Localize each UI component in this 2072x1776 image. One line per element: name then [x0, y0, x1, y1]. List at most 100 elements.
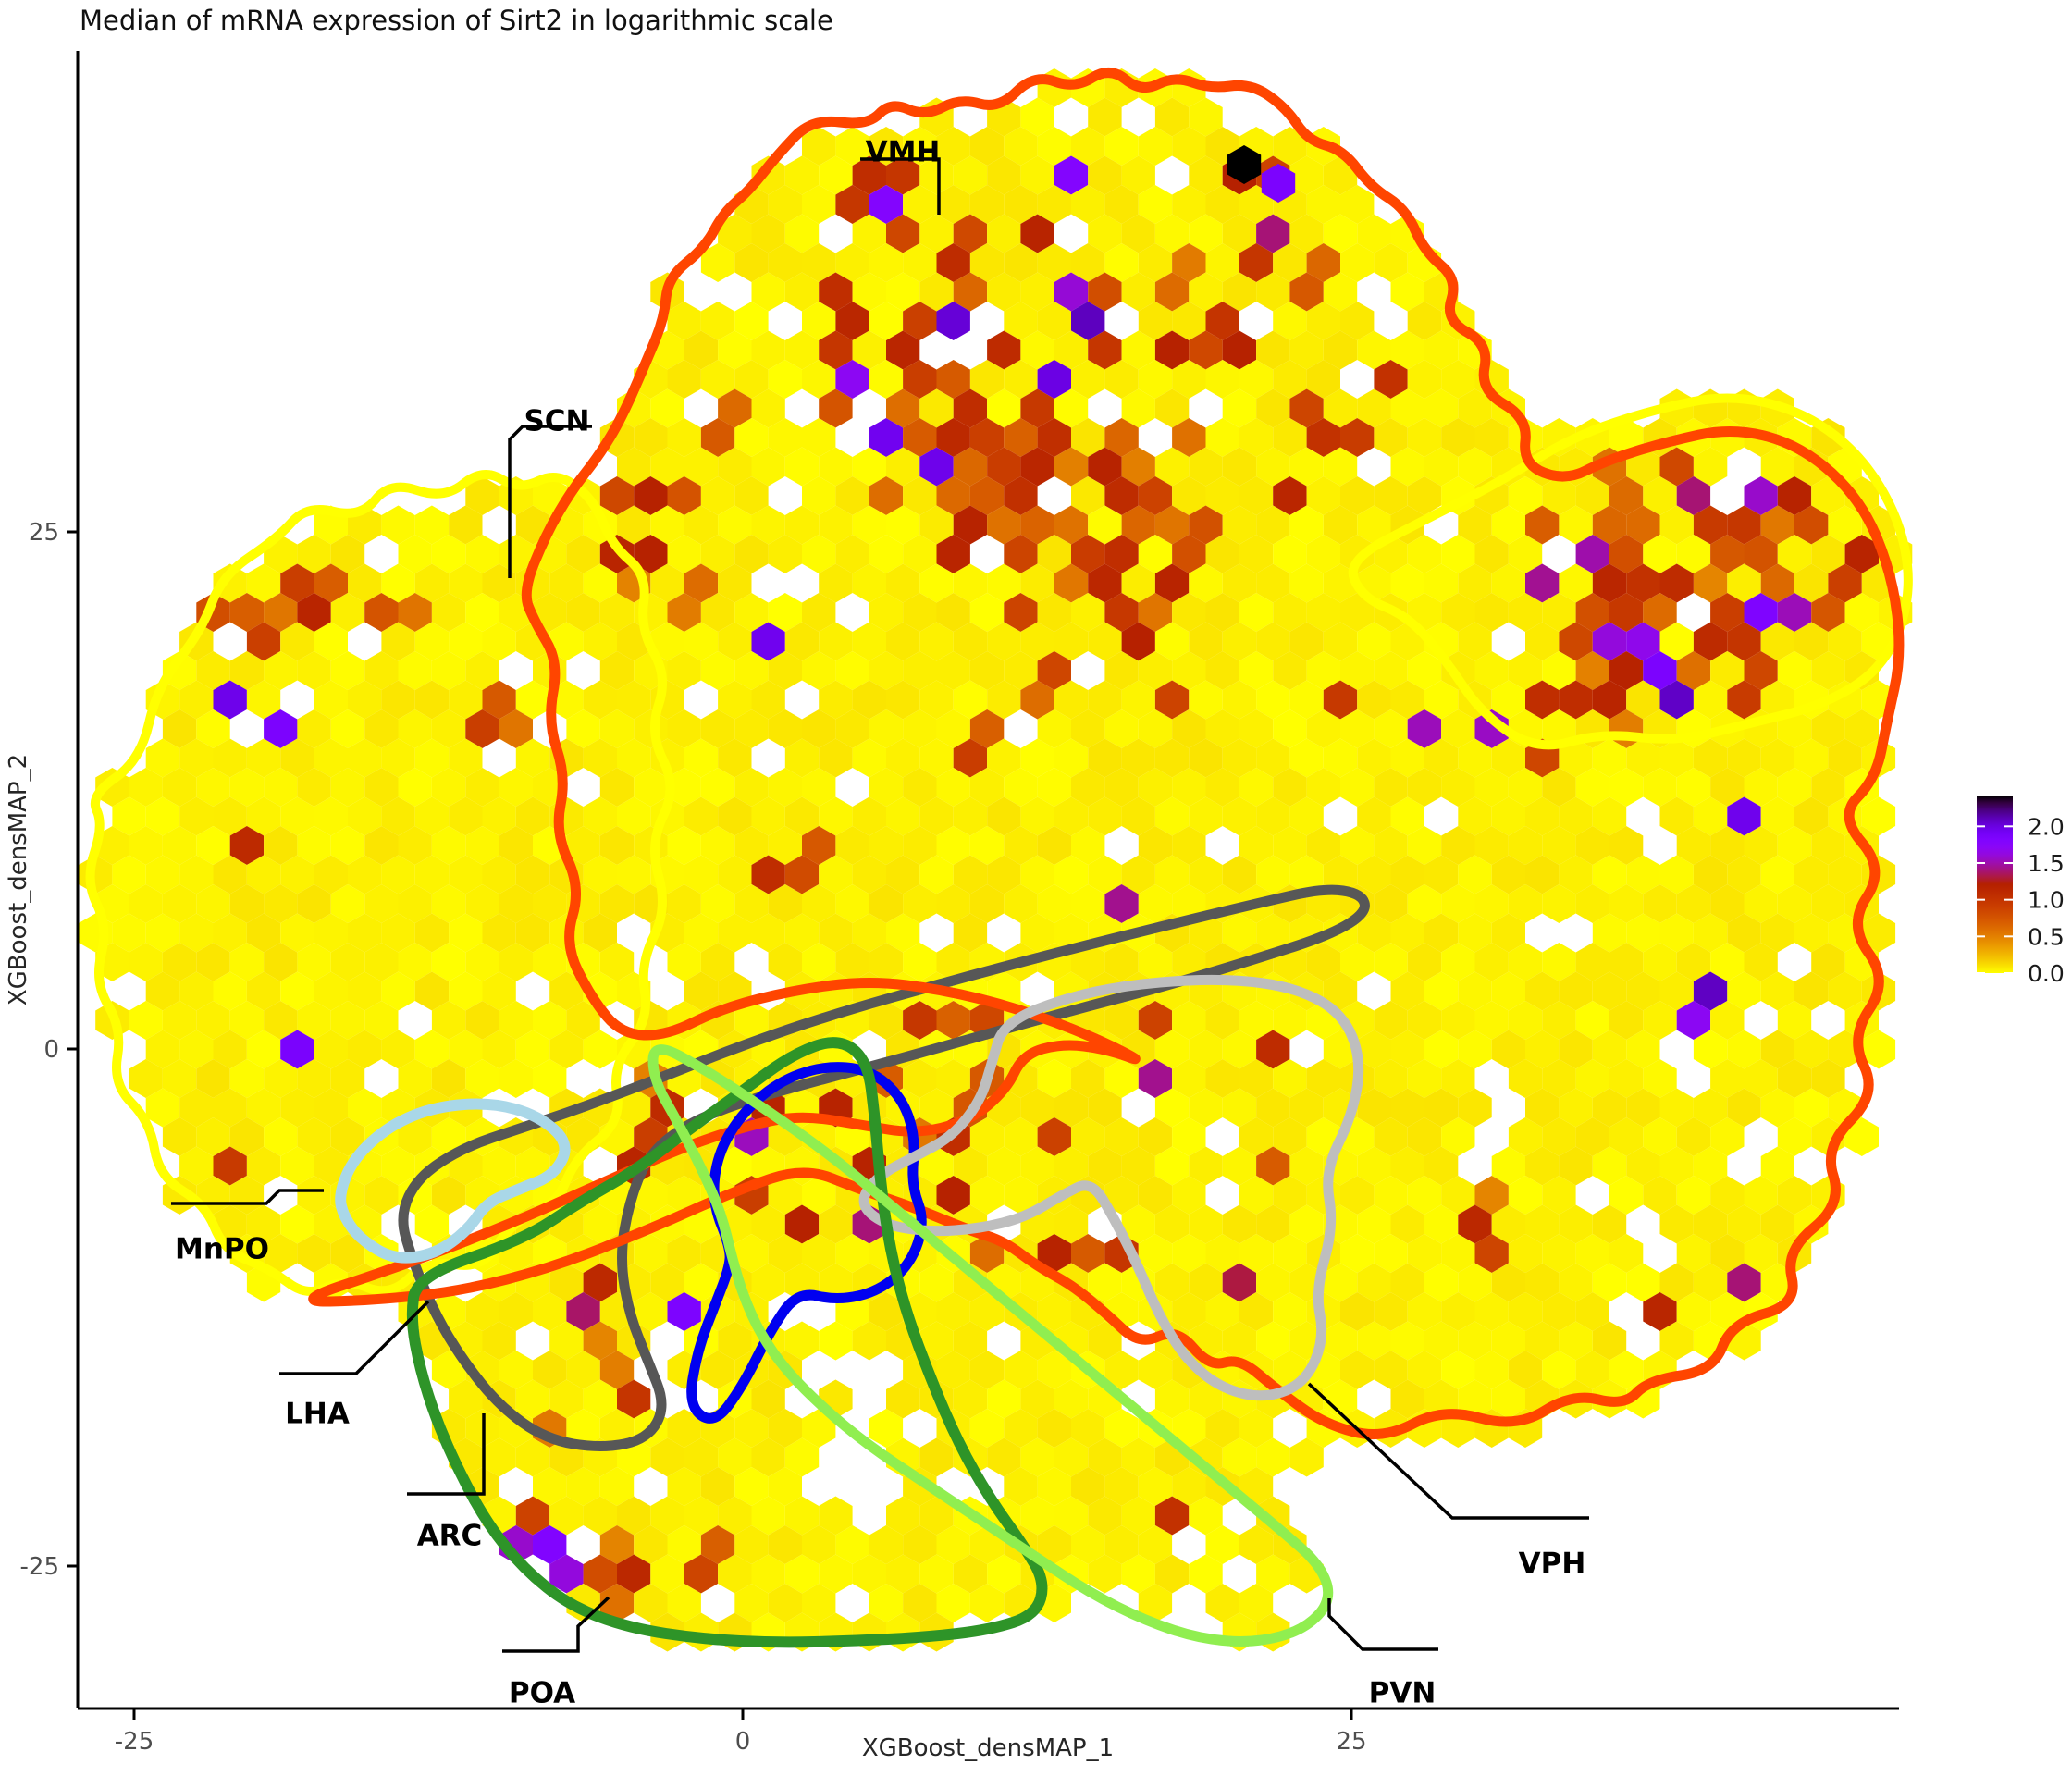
- hexbin-cell: [1020, 1088, 1054, 1128]
- hexbin-cell: [869, 1292, 904, 1331]
- hexbin-cell: [768, 651, 802, 690]
- hexbin-cell: [1088, 1263, 1122, 1302]
- hexbin-cell: [1273, 768, 1307, 807]
- hexbin-cell: [1374, 1292, 1408, 1331]
- hexbin-cell: [599, 1467, 635, 1506]
- hexbin-cell: [1710, 1117, 1745, 1156]
- hexbin-cell: [1273, 709, 1307, 748]
- hexbin-cell: [583, 855, 617, 894]
- hexbin-cell: [1610, 1117, 1644, 1156]
- hexbin-cell: [1777, 709, 1812, 748]
- hexbin-cell: [1138, 1467, 1173, 1506]
- hexbin-cell: [1626, 738, 1660, 778]
- hexbin-cell: [667, 651, 701, 690]
- hexbin-cell: [1020, 1146, 1054, 1186]
- hexbin-cell: [264, 1001, 298, 1040]
- hexbin-cell: [869, 943, 904, 981]
- hexbin-cell: [1727, 971, 1761, 1011]
- hexbin-cell: [348, 680, 382, 720]
- hexbin-cell: [936, 1001, 970, 1040]
- hexbin-cell: [1592, 505, 1627, 545]
- hexbin-cell: [1071, 884, 1105, 923]
- y-tick-label: 25: [29, 519, 59, 547]
- hexbin-cell: [1340, 1176, 1375, 1215]
- hexbin-cell: [784, 913, 820, 953]
- hexbin-cell: [886, 155, 920, 195]
- hexbin-cell: [414, 738, 450, 778]
- hexbin-cell: [1777, 651, 1812, 690]
- hexbin-cell: [515, 1496, 550, 1536]
- hexbin-cell: [969, 709, 1005, 748]
- hexbin-cell: [1794, 622, 1829, 661]
- hexbin-cell: [1088, 796, 1122, 836]
- hexbin-cell: [1626, 680, 1660, 720]
- hexbin-cell: [700, 826, 735, 865]
- hexbin-cell: [684, 913, 719, 953]
- hexbin-cell: [364, 1176, 399, 1215]
- hexbin-cell: [634, 1292, 668, 1331]
- hexbin-cell: [617, 1554, 651, 1594]
- hexbin-cell: [1239, 243, 1274, 282]
- hexbin-cell: [465, 826, 500, 865]
- hexbin-cell: [431, 1059, 466, 1098]
- hexbin-cell: [314, 1088, 348, 1128]
- hexbin-cell: [684, 1554, 719, 1594]
- hexbin-cell: [1037, 1059, 1071, 1098]
- hexbin-cell: [953, 1379, 988, 1419]
- hexbin-cell: [718, 505, 752, 545]
- hexbin-cell: [449, 1030, 483, 1069]
- hexbin-cell: [1189, 913, 1223, 953]
- hexbin-cell: [650, 1496, 684, 1536]
- hexbin-cell: [1222, 388, 1257, 428]
- hexbin-cell: [515, 1030, 550, 1069]
- hexbin-cell: [1088, 1554, 1122, 1594]
- hexbin-cell: [1104, 1001, 1139, 1040]
- outline-lightblue-mnpo: [335, 1098, 571, 1264]
- hexbin-cell: [1844, 535, 1879, 574]
- hexbin-cell: [482, 563, 516, 603]
- hexbin-cell: [414, 680, 450, 720]
- hexbin-cell: [1844, 709, 1879, 748]
- hexbin-cell: [1491, 1379, 1525, 1419]
- hexbin-cell: [1273, 535, 1307, 574]
- hexbin-cell: [449, 505, 483, 545]
- hexbin-cell: [953, 272, 988, 312]
- hexbin-cell: [1256, 738, 1290, 778]
- hexbin-cell: [1760, 1088, 1794, 1128]
- hexbin-cell: [1189, 796, 1223, 836]
- hexbin-cell: [1138, 1176, 1173, 1215]
- hexbin-cell: [229, 651, 265, 690]
- hexbin-cell: [1458, 855, 1492, 894]
- hexbin-cell: [751, 1437, 785, 1477]
- hexbin-cell: [667, 1525, 701, 1564]
- hexbin-cell: [1626, 855, 1660, 894]
- hexbin-cell: [1256, 1204, 1290, 1244]
- hexbin-cell: [1525, 971, 1560, 1011]
- hexbin-cell: [381, 1146, 415, 1186]
- hexbin-cell: [953, 214, 988, 253]
- hexbin-cell: [1760, 738, 1794, 778]
- hexbin-cell: [499, 1350, 533, 1389]
- hexbin-cell: [1205, 302, 1240, 340]
- hexbin-cell: [936, 1584, 970, 1622]
- hexbin-cell: [734, 1001, 769, 1040]
- hexbin-cell: [1610, 943, 1644, 981]
- hexbin-cell: [1154, 855, 1190, 894]
- hexbin-cell: [1474, 768, 1509, 807]
- hexbin-cell: [1508, 826, 1543, 865]
- hexbin-cell: [1760, 796, 1794, 836]
- hexbin-cell: [784, 1496, 820, 1536]
- hexbin-cell: [229, 884, 265, 923]
- hexbin-cell: [1508, 768, 1543, 807]
- hexbin-cell: [1037, 360, 1071, 399]
- hexbin-cell: [1037, 185, 1071, 224]
- hexbin-cell: [1508, 1292, 1543, 1331]
- hexbin-cell: [1828, 738, 1862, 778]
- hexbin-cell: [1273, 1292, 1307, 1331]
- outline-yellow-right-lobe: [1348, 393, 1913, 750]
- hexbin-cell: [1710, 826, 1745, 865]
- hexbin-cell: [1037, 1409, 1071, 1448]
- hexbin-cell: [549, 971, 584, 1011]
- hexbin-cell: [1474, 1292, 1509, 1331]
